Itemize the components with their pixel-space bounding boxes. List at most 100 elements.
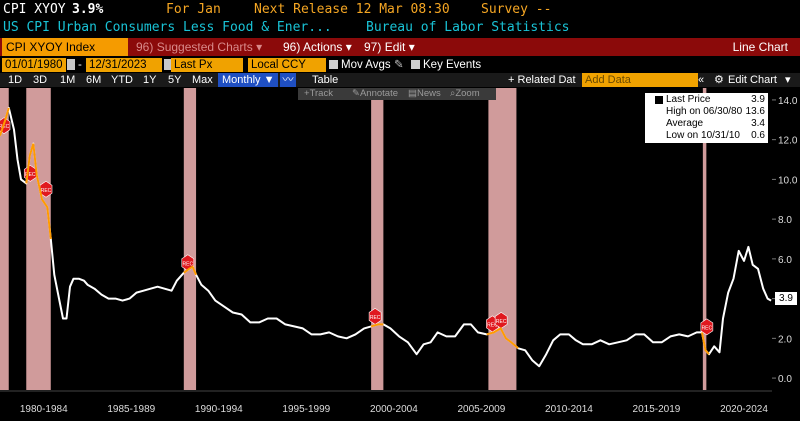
x-tick-label: 1980-1984 [20, 404, 68, 415]
rec-marker-label: REC [41, 188, 52, 194]
ticker-label: CPI XYOY [3, 2, 66, 17]
track-tool[interactable]: + Track [304, 88, 333, 99]
legend-low-label: Low on 10/31/10 [666, 130, 740, 141]
legend-low: Low on 10/31/10 0.6 [645, 130, 768, 142]
security-description-row: US CPI Urban Consumers Less Food & Ener.… [0, 20, 800, 37]
period-1d[interactable]: 1D [8, 74, 23, 86]
period-3d[interactable]: 3D [33, 74, 48, 86]
line-chart-icon[interactable]: 〰 [280, 73, 296, 87]
news-tool[interactable]: ▤ News [408, 88, 441, 99]
edit-key: 97) [364, 40, 382, 54]
actions-menu-button[interactable]: 96) Actions ▾ [283, 38, 352, 56]
table-button[interactable]: Table [312, 74, 339, 86]
recession-band [183, 88, 197, 390]
period-row: 1D 3D 1M 6M YTD 1Y 5Y Max Monthly ▼ 〰 Ta… [0, 73, 800, 87]
edit-menu-button[interactable]: 97) Edit ▾ [364, 38, 415, 56]
last-value-tag: 3.9 [775, 292, 797, 305]
related-data-button[interactable]: + Related Dat [508, 73, 576, 87]
plus-icon: + [508, 74, 515, 86]
rec-marker-label: REC [183, 261, 194, 267]
latest-value: 3.9% [72, 2, 104, 17]
period-1m[interactable]: 1M [60, 74, 76, 86]
recession-band [371, 88, 384, 390]
legend-average-value: 3.4 [751, 118, 765, 129]
add-data-input[interactable]: Add Data [582, 73, 698, 87]
x-axis-ticks: 1980-1984 1985-1989 1990-1994 1995-1999 2000… [20, 404, 768, 415]
x-tick-label: 1990-1994 [195, 404, 243, 415]
recession-band [488, 88, 517, 390]
recession-segment [370, 323, 384, 328]
key-events-checkbox[interactable] [411, 60, 420, 69]
y-tick-label: 8.0 [778, 215, 792, 226]
recession-segment [0, 107, 10, 137]
y-tick-label: 2.0 [778, 334, 792, 345]
x-tick-label: 1985-1989 [107, 404, 155, 415]
cpi-series-line [0, 106, 772, 368]
source-label: Bureau of Labor Statistics [366, 20, 570, 35]
related-data-label: Related Dat [517, 74, 576, 86]
x-tick-label: 2015-2019 [633, 404, 681, 415]
security-header: CPI XYOY 3.9% For Jan Next Release 12 Ma… [0, 2, 800, 20]
track-label: Track [309, 88, 333, 99]
y-tick-label: 0.0 [778, 374, 792, 385]
legend-high-label: High on 06/30/80 [666, 106, 743, 117]
frequency-select[interactable]: Monthly ▼ [218, 73, 279, 87]
pencil-icon[interactable]: ✎ [394, 59, 404, 71]
rec-marker: REC [368, 308, 382, 325]
rec-marker-shape [494, 312, 508, 329]
period-max[interactable]: Max [192, 74, 213, 86]
recession-band [26, 88, 51, 390]
chevron-down-icon[interactable]: ▾ [785, 74, 791, 86]
rec-marker-shape [368, 308, 382, 325]
edit-label: Edit [384, 40, 406, 54]
x-tick-label: 2005-2009 [457, 404, 505, 415]
x-tick-label: 2010-2014 [545, 404, 593, 415]
suggested-charts-label: Suggested Charts [156, 40, 253, 54]
period-1y[interactable]: 1Y [143, 74, 157, 86]
zoom-label: Zoom [455, 88, 480, 99]
chart-toolbar: CPI XYOY Index 96) Suggested Charts ▾ 96… [0, 38, 800, 56]
annotate-tool[interactable]: ✎ Annotate [352, 88, 399, 99]
series-swatch [655, 96, 663, 104]
x-tick-label: 2020-2024 [720, 404, 768, 415]
suggested-charts-key: 96 [136, 40, 150, 54]
legend-last-price-value: 3.9 [751, 94, 765, 105]
y-tick-label: 6.0 [778, 255, 792, 266]
period-6m[interactable]: 6M [86, 74, 102, 86]
legend-last-price-label: Last Price [666, 94, 711, 105]
survey-label: Survey -- [481, 2, 552, 17]
rec-marker-label: REC [487, 322, 498, 328]
start-date-input[interactable]: 01/01/1980 [2, 58, 66, 72]
security-field[interactable]: CPI XYOY Index [2, 38, 128, 56]
currency-select[interactable]: Local CCY [248, 58, 326, 72]
rec-marker-shape [700, 318, 714, 336]
suggested-charts-button[interactable]: 96) Suggested Charts ▾ [136, 40, 263, 54]
y-tick-label: 14.0 [778, 96, 798, 107]
mov-avgs-checkbox[interactable] [329, 60, 338, 69]
rec-marker-label: REC [702, 325, 713, 331]
rec-marker: REC [700, 318, 714, 336]
period-5y[interactable]: 5Y [168, 74, 182, 86]
period-ytd[interactable]: YTD [111, 74, 133, 86]
rec-marker-label: REC [0, 124, 10, 130]
key-events-label: Key Events [423, 59, 482, 71]
y-axis-ticks: 0.02.04.06.08.010.012.014.0 [772, 96, 798, 385]
recession-band [0, 88, 9, 390]
gear-icon[interactable]: ⚙ [714, 74, 724, 86]
line-chart[interactable]: 0.02.04.06.08.010.012.014.0 1980-1984198… [0, 88, 800, 421]
calendar-icon[interactable] [164, 59, 172, 70]
legend-low-value: 0.6 [751, 130, 765, 141]
zoom-tool[interactable]: ⌕ Zoom [450, 88, 480, 99]
calendar-icon[interactable] [67, 59, 75, 70]
end-date-input[interactable]: 12/31/2023 [86, 58, 162, 72]
edit-chart-label[interactable]: Edit Chart [728, 74, 777, 86]
rec-marker: REC [494, 312, 508, 329]
price-field-select[interactable]: Last Px [171, 58, 243, 72]
news-label: News [416, 88, 441, 99]
legend-average: Average 3.4 [645, 118, 768, 130]
chevron-down-icon: ▾ [408, 40, 415, 54]
recession-bands [0, 88, 707, 390]
rec-marker-label: REC [25, 172, 36, 178]
collapse-icon[interactable]: « [698, 74, 705, 86]
